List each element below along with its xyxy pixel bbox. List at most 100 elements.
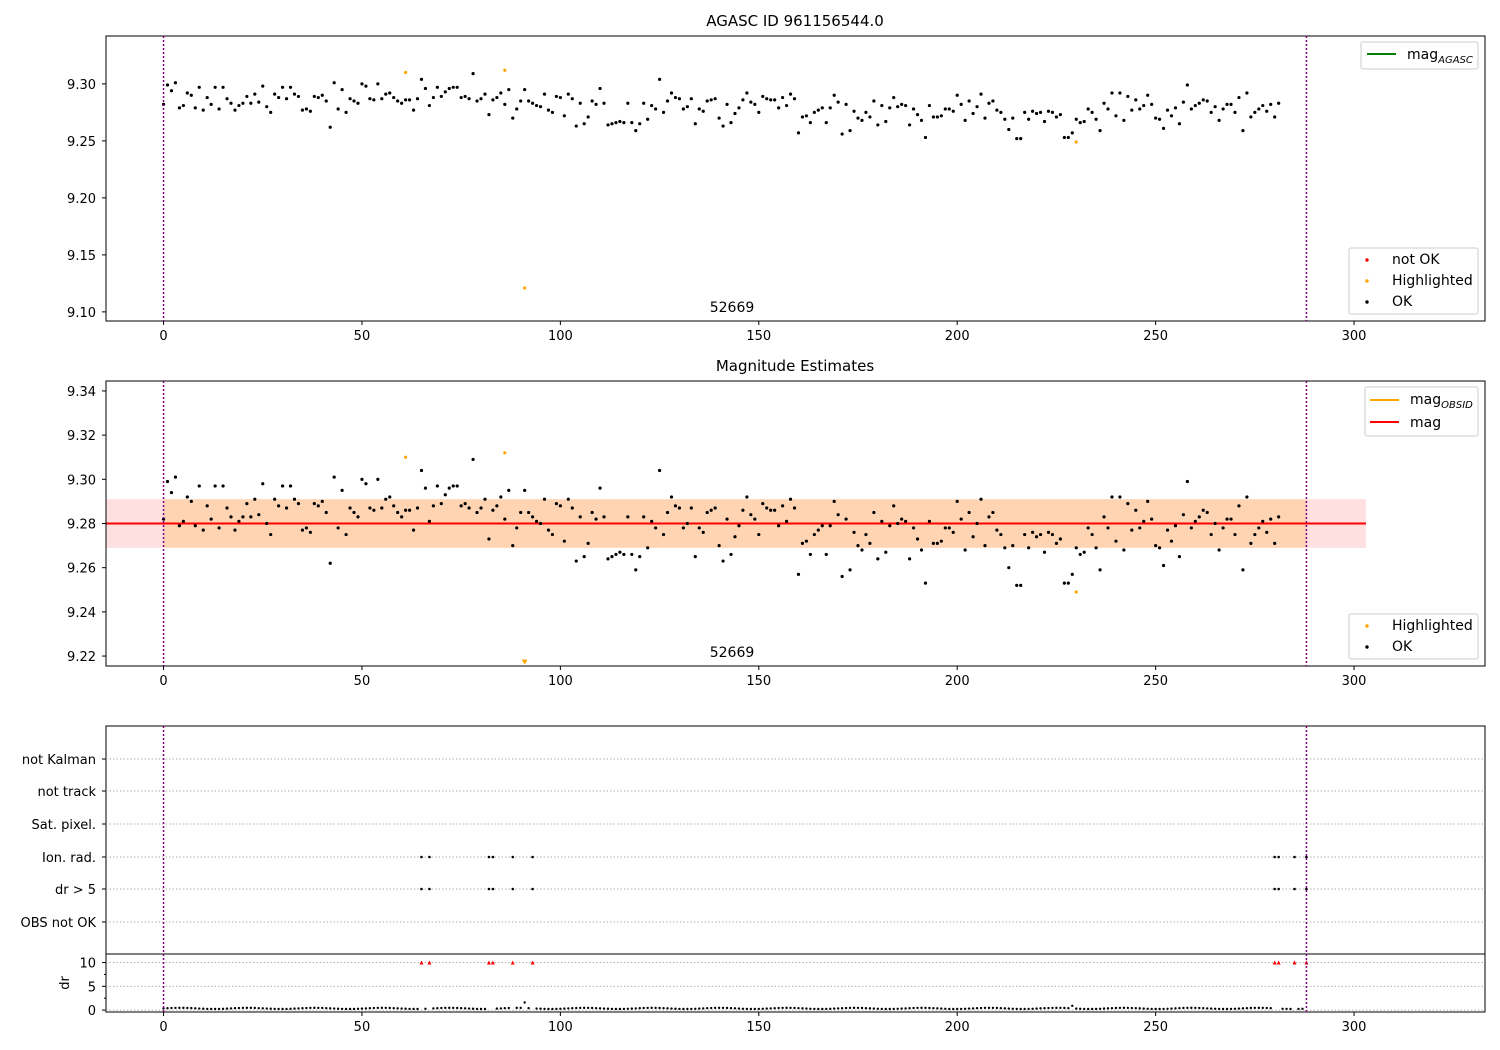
ok-point: [999, 110, 1003, 114]
ok-point: [423, 486, 428, 490]
ok-point: [907, 123, 912, 127]
dr-point: [868, 1007, 872, 1010]
ok-point: [1237, 504, 1241, 508]
ok-point: [721, 559, 725, 563]
ok-point: [1003, 546, 1007, 550]
ok-point: [868, 115, 872, 119]
ok-point: [356, 101, 360, 105]
dr-ytick-label: 0: [88, 1004, 96, 1019]
dr-point: [1023, 1007, 1026, 1011]
ok-point: [705, 510, 709, 515]
ok-point: [1273, 541, 1277, 545]
ok-point: [1090, 532, 1094, 537]
dr-xtick-label: 200: [945, 1020, 970, 1035]
ok-point: [1042, 550, 1047, 554]
ok-point: [840, 574, 844, 579]
ok-point: [435, 85, 439, 89]
ok-point: [951, 109, 955, 113]
ok-point: [860, 118, 864, 122]
ok-point: [1134, 508, 1138, 512]
dr-point: [912, 1006, 915, 1010]
dr-point: [825, 1007, 828, 1011]
ok-point: [1062, 135, 1066, 140]
flag-point: [491, 887, 495, 891]
dr-point: [1213, 1007, 1217, 1010]
dr-point: [436, 1007, 439, 1010]
dr-point: [1146, 1007, 1149, 1010]
ok-point: [677, 97, 682, 101]
dr-point: [594, 1006, 598, 1010]
ok-point: [872, 510, 876, 515]
ok-point: [550, 110, 555, 114]
dr-point: [1031, 1007, 1034, 1010]
ok-point: [911, 526, 916, 530]
dr-point: [1015, 1007, 1018, 1011]
ok-point: [475, 99, 479, 103]
dr-point: [483, 1007, 487, 1011]
dr-point: [559, 1007, 562, 1011]
ok-point: [229, 515, 233, 519]
ok-point: [630, 121, 634, 125]
ok-point: [1074, 117, 1078, 121]
ok-point: [336, 107, 340, 111]
ok-point: [1015, 583, 1019, 587]
ok-point: [614, 121, 618, 125]
ok-point: [590, 99, 594, 103]
ok-point: [1221, 107, 1225, 111]
dr-point: [221, 1007, 225, 1011]
ok-point: [650, 103, 654, 108]
ok-point: [622, 121, 626, 125]
ok-point: [761, 502, 765, 506]
ok-point: [1015, 137, 1019, 141]
dr-clipped-marker: [530, 960, 535, 965]
ok-point: [1150, 517, 1154, 521]
dr-point: [1003, 1007, 1007, 1010]
flag-point: [428, 887, 431, 891]
ok-point: [904, 103, 908, 108]
agasc-ytick-label: 9.25: [67, 135, 96, 150]
dr-point: [555, 1007, 558, 1011]
dr-point: [821, 1007, 824, 1011]
ok-point: [364, 84, 368, 88]
ok-point: [1277, 101, 1281, 105]
ok-point: [765, 97, 769, 101]
ok-point: [1154, 116, 1158, 120]
dr-point: [170, 1006, 173, 1010]
ok-point: [213, 85, 217, 89]
ok-point: [491, 508, 495, 512]
ok-point: [1146, 93, 1150, 97]
ok-point: [332, 475, 336, 479]
dr-point: [257, 1006, 260, 1010]
dr-point: [1178, 1006, 1181, 1010]
legend-ok-label: OK: [1392, 294, 1413, 310]
ok-point: [1261, 103, 1265, 108]
dr-point: [864, 1006, 868, 1010]
agasc-ytick-label: 9.30: [67, 78, 96, 93]
flag-point: [420, 887, 423, 891]
ok-point: [931, 541, 936, 545]
dr-point: [1126, 1006, 1130, 1010]
ok-point: [1249, 115, 1253, 119]
dr-point: [1082, 1007, 1086, 1011]
agasc-xtick-label: 300: [1342, 329, 1367, 344]
ok-point: [697, 526, 701, 530]
ok-point: [852, 109, 856, 113]
dr-point: [959, 1007, 963, 1011]
ok-point: [411, 528, 416, 532]
ok-point: [530, 101, 535, 105]
dr-xtick-label: 300: [1342, 1020, 1367, 1035]
dr-point: [388, 1006, 391, 1010]
ok-point: [284, 97, 289, 101]
agasc-ytick-label: 9.10: [67, 306, 96, 321]
ok-point: [1078, 552, 1082, 557]
ok-point: [824, 121, 828, 125]
ok-point: [205, 95, 209, 100]
ok-point: [896, 521, 900, 526]
dr-point: [1090, 1007, 1094, 1011]
ok-point: [638, 555, 642, 559]
ok-point: [1122, 548, 1126, 552]
dr-point: [452, 1006, 455, 1010]
ok-point: [1142, 103, 1146, 108]
dr-point: [963, 1007, 967, 1010]
ok-point: [1161, 126, 1166, 130]
